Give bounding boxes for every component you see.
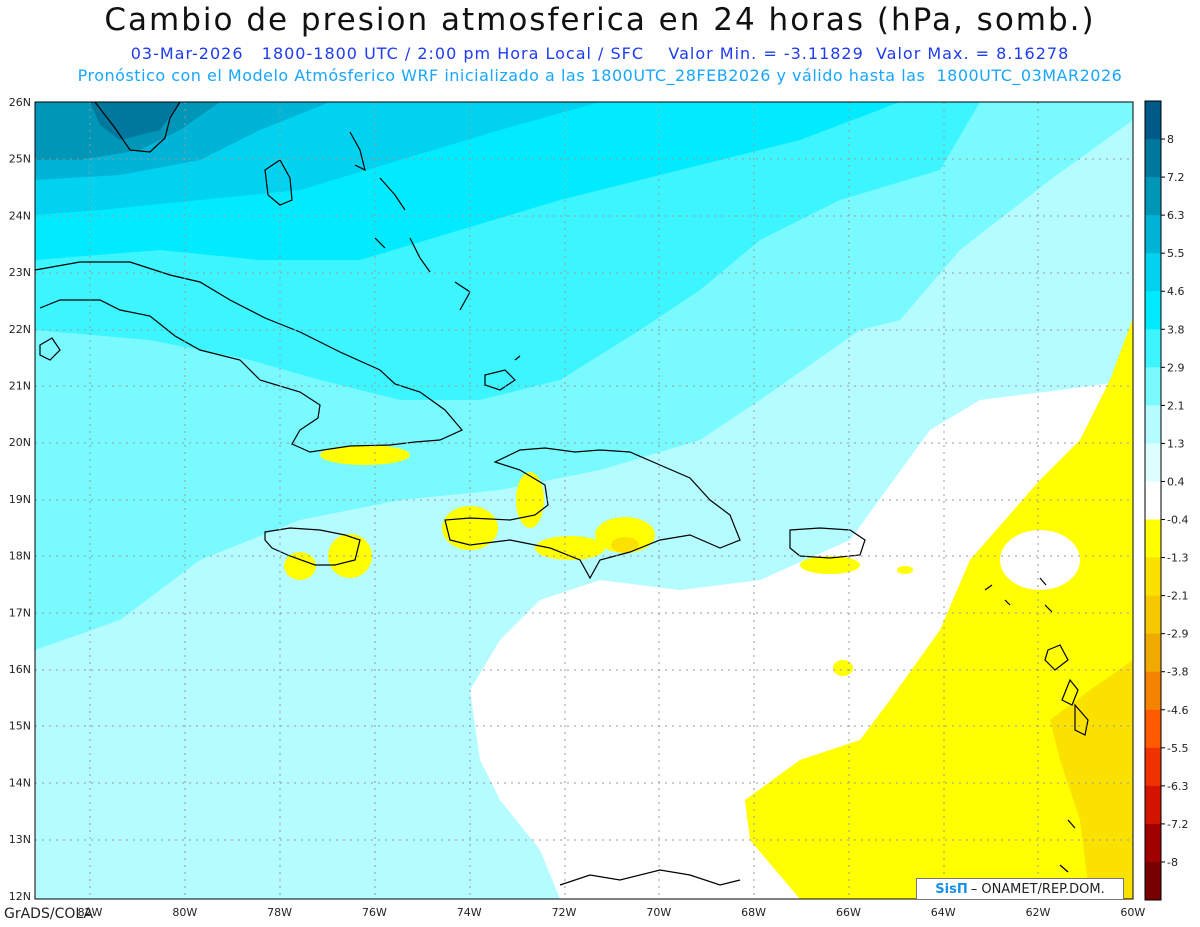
colorbar-swatch: [1145, 823, 1161, 863]
colorbar-label: -4.6: [1167, 704, 1188, 717]
pressure-field: [35, 102, 1133, 899]
lat-label: 13N: [9, 833, 31, 846]
colorbar-swatch: [1145, 253, 1161, 292]
lon-label: 64W: [931, 906, 956, 919]
credit-text: – ONAMET/REP.DOM.: [970, 881, 1105, 897]
lesser-antilles: [984, 577, 1089, 873]
lon-label: 62W: [1026, 906, 1051, 919]
colorbar-label: -3.8: [1167, 666, 1188, 679]
lat-label: 18N: [9, 550, 31, 563]
jamaica-coast: [264, 527, 361, 566]
colorbar-swatch: [1145, 101, 1161, 140]
colorbar-label: -6.3: [1167, 780, 1188, 793]
sispi-logo: SisΠ: [935, 881, 968, 897]
colorbar-label: -2.9: [1167, 628, 1188, 641]
colorbar-swatch: [1145, 405, 1161, 444]
lon-label: 76W: [362, 906, 387, 919]
subtitle-model-info: Pronóstico con el Modelo Atmósferico WRF…: [77, 66, 1123, 85]
colorbar-label: -2.1: [1167, 590, 1188, 603]
colorbar-label: -5.5: [1167, 742, 1188, 755]
lat-label: 15N: [9, 720, 31, 733]
latitude-labels: 26N 25N 24N 23N 22N 21N 20N 19N 18N 17N 16N 15N 14N 1…: [9, 96, 31, 903]
colorbar-label: 3.8: [1167, 323, 1185, 336]
lat-label: 19N: [9, 493, 31, 506]
lat-label: 25N: [9, 153, 31, 166]
colorbar-swatch: [1145, 367, 1161, 406]
colorbar-label: 1.3: [1167, 437, 1185, 450]
map-title: Cambio de presion atmosferica en 24 hora…: [104, 2, 1096, 38]
lon-label: 68W: [741, 906, 766, 919]
colorbar-label: 6.3: [1167, 209, 1185, 222]
lon-label: 74W: [457, 906, 482, 919]
lon-label: 60W: [1120, 906, 1145, 919]
hispaniola-coast: [444, 447, 741, 580]
lon-label: 66W: [836, 906, 861, 919]
colorbar-swatch: [1145, 785, 1161, 825]
lat-label: 20N: [9, 436, 31, 449]
colorbar-swatch: [1145, 861, 1161, 901]
cuba-coast: [35, 261, 463, 453]
colorbar-swatch: [1145, 177, 1161, 216]
credit-box: SisΠ – ONAMET/REP.DOM.: [916, 878, 1124, 900]
colorbar-swatch: [1145, 481, 1161, 521]
coastlines: [35, 102, 1089, 886]
colorbar-swatch: [1145, 747, 1161, 787]
longitude-labels: 82W 80W 78W 76W 74W 72W 70W 68W 66W 64W 62W 60W: [78, 906, 1146, 919]
lon-label: 78W: [267, 906, 292, 919]
map-frame: [34, 101, 1134, 900]
colorbar-label: -8: [1167, 856, 1178, 869]
puerto-rico-coast: [789, 527, 866, 559]
colorbar-frame: [1144, 100, 1162, 901]
lat-label: 26N: [9, 96, 31, 109]
andros-island: [264, 159, 293, 206]
colorbar-label: 8: [1167, 133, 1174, 146]
subtitle-valid-time: 03-Mar-2026 1800-1800 UTC / 2:00 pm Hora…: [130, 44, 1070, 63]
lon-label: 72W: [552, 906, 577, 919]
lat-label: 22N: [9, 323, 31, 336]
lat-label: 21N: [9, 380, 31, 393]
colorbar-swatch: [1145, 557, 1161, 597]
lat-label: 14N: [9, 776, 31, 789]
grads-footer: GrADS/COLA: [4, 906, 94, 922]
colorbar-label: 4.6: [1167, 285, 1185, 298]
colorbar-label: -0.4: [1167, 514, 1188, 527]
lat-label: 24N: [9, 209, 31, 222]
colorbar-label: 2.1: [1167, 399, 1185, 412]
colorbar-swatch: [1145, 595, 1161, 635]
lat-label: 17N: [9, 606, 31, 619]
colorbar-swatch: [1145, 291, 1161, 330]
bahamas-islands: [349, 131, 521, 391]
colorbar-label: -1.3: [1167, 552, 1188, 565]
colorbar-label: 5.5: [1167, 247, 1185, 260]
lon-label: 80W: [172, 906, 197, 919]
graticule: [35, 102, 1133, 899]
colorbar-label: 0.4: [1167, 475, 1185, 488]
isla-juventud: [39, 337, 61, 361]
lon-label: 70W: [646, 906, 671, 919]
colorbar-swatch: [1145, 709, 1161, 749]
florida-coast: [94, 102, 181, 153]
colorbar-swatch: [1145, 139, 1161, 178]
colorbar-swatch: [1145, 443, 1161, 482]
colorbar-swatch: [1145, 215, 1161, 254]
colorbar-swatch: [1145, 633, 1161, 673]
colorbar: 8 7.2 6.3 5.5 4.6 3.8 2.9 2.1 1.3 0.4 -0.4 -1.3 -2.1…: [1144, 100, 1188, 901]
colorbar-label: -7.2: [1167, 818, 1188, 831]
lat-label: 16N: [9, 663, 31, 676]
colorbar-swatch: [1145, 671, 1161, 711]
lat-label: 23N: [9, 266, 31, 279]
colorbar-swatch: [1145, 519, 1161, 559]
colorbar-label: 7.2: [1167, 171, 1185, 184]
south-america-coast: [559, 869, 741, 886]
colorbar-swatch: [1145, 329, 1161, 368]
lat-label: 12N: [9, 890, 31, 903]
colorbar-label: 2.9: [1167, 361, 1185, 374]
